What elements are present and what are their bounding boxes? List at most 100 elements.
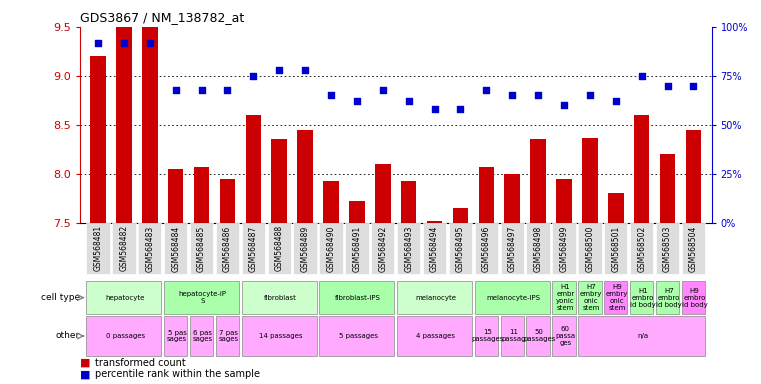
Bar bbox=[453, 208, 468, 223]
Point bbox=[454, 106, 466, 112]
FancyBboxPatch shape bbox=[501, 223, 524, 274]
Bar bbox=[194, 167, 209, 223]
FancyBboxPatch shape bbox=[397, 281, 472, 314]
Text: GSM568503: GSM568503 bbox=[663, 225, 672, 272]
Text: GSM568504: GSM568504 bbox=[689, 225, 698, 272]
FancyBboxPatch shape bbox=[320, 223, 342, 274]
Text: 14 passages: 14 passages bbox=[259, 333, 302, 339]
Text: fibroblast-IPS: fibroblast-IPS bbox=[336, 295, 381, 301]
Text: GSM568486: GSM568486 bbox=[223, 225, 232, 271]
Bar bbox=[608, 194, 623, 223]
Point bbox=[428, 106, 441, 112]
Point bbox=[196, 86, 208, 93]
Text: GDS3867 / NM_138782_at: GDS3867 / NM_138782_at bbox=[80, 11, 244, 24]
FancyBboxPatch shape bbox=[371, 223, 394, 274]
Point bbox=[144, 40, 156, 46]
Text: GSM568483: GSM568483 bbox=[145, 225, 154, 271]
FancyBboxPatch shape bbox=[268, 223, 291, 274]
FancyBboxPatch shape bbox=[630, 223, 653, 274]
Bar bbox=[91, 56, 106, 223]
FancyBboxPatch shape bbox=[578, 316, 705, 356]
Point bbox=[661, 83, 673, 89]
Text: H9
embry
onic
stem: H9 embry onic stem bbox=[606, 284, 629, 311]
Text: cell type: cell type bbox=[41, 293, 80, 302]
Bar bbox=[401, 180, 416, 223]
FancyBboxPatch shape bbox=[216, 316, 239, 356]
Text: 11
passag: 11 passag bbox=[501, 329, 526, 343]
FancyBboxPatch shape bbox=[475, 316, 498, 356]
Bar bbox=[582, 137, 597, 223]
Text: GSM568502: GSM568502 bbox=[637, 225, 646, 271]
Bar bbox=[634, 115, 649, 223]
FancyBboxPatch shape bbox=[190, 223, 213, 274]
Text: GSM568501: GSM568501 bbox=[611, 225, 620, 271]
FancyBboxPatch shape bbox=[164, 281, 239, 314]
FancyBboxPatch shape bbox=[87, 316, 161, 356]
FancyBboxPatch shape bbox=[604, 281, 627, 314]
FancyBboxPatch shape bbox=[294, 223, 317, 274]
Text: H1
embr
yonic
stem: H1 embr yonic stem bbox=[556, 284, 575, 311]
Bar bbox=[246, 115, 261, 223]
FancyBboxPatch shape bbox=[527, 223, 549, 274]
Text: 5 pas
sages: 5 pas sages bbox=[167, 329, 187, 343]
Bar bbox=[556, 179, 572, 223]
FancyBboxPatch shape bbox=[113, 223, 135, 274]
Text: GSM568490: GSM568490 bbox=[326, 225, 336, 272]
FancyBboxPatch shape bbox=[139, 223, 161, 274]
Bar bbox=[660, 154, 675, 223]
FancyBboxPatch shape bbox=[397, 223, 420, 274]
FancyBboxPatch shape bbox=[527, 316, 549, 356]
Text: GSM568499: GSM568499 bbox=[559, 225, 568, 272]
Point bbox=[687, 83, 699, 89]
Text: GSM568497: GSM568497 bbox=[508, 225, 517, 272]
FancyBboxPatch shape bbox=[475, 281, 549, 314]
Text: GSM568500: GSM568500 bbox=[585, 225, 594, 272]
Bar bbox=[142, 27, 158, 223]
FancyBboxPatch shape bbox=[216, 223, 239, 274]
FancyBboxPatch shape bbox=[190, 316, 213, 356]
Text: fibroblast: fibroblast bbox=[264, 295, 297, 301]
Point bbox=[221, 86, 234, 93]
Text: percentile rank within the sample: percentile rank within the sample bbox=[95, 369, 260, 379]
Text: GSM568488: GSM568488 bbox=[275, 225, 284, 271]
FancyBboxPatch shape bbox=[320, 316, 394, 356]
Text: transformed count: transformed count bbox=[95, 358, 186, 368]
Point bbox=[351, 98, 363, 104]
Bar bbox=[427, 221, 442, 223]
Text: GSM568481: GSM568481 bbox=[94, 225, 103, 271]
FancyBboxPatch shape bbox=[87, 223, 110, 274]
Bar bbox=[530, 139, 546, 223]
FancyBboxPatch shape bbox=[552, 223, 575, 274]
Text: GSM568495: GSM568495 bbox=[456, 225, 465, 272]
Point bbox=[170, 86, 182, 93]
Bar bbox=[686, 130, 701, 223]
Point bbox=[325, 92, 337, 98]
Text: 60
passa
ges: 60 passa ges bbox=[556, 326, 575, 346]
Text: hepatocyte: hepatocyte bbox=[106, 295, 145, 301]
FancyBboxPatch shape bbox=[552, 281, 575, 314]
Text: 15
passages: 15 passages bbox=[471, 329, 504, 343]
Text: melanocyte: melanocyte bbox=[416, 295, 457, 301]
Text: GSM568484: GSM568484 bbox=[171, 225, 180, 271]
Bar bbox=[220, 179, 235, 223]
FancyBboxPatch shape bbox=[578, 223, 601, 274]
Text: GSM568496: GSM568496 bbox=[482, 225, 491, 272]
Text: 5 passages: 5 passages bbox=[339, 333, 377, 339]
FancyBboxPatch shape bbox=[423, 223, 446, 274]
Point bbox=[118, 40, 130, 46]
FancyBboxPatch shape bbox=[604, 223, 627, 274]
FancyBboxPatch shape bbox=[578, 281, 601, 314]
Bar bbox=[349, 201, 365, 223]
Text: 7 pas
sages: 7 pas sages bbox=[218, 329, 239, 343]
Point bbox=[92, 40, 104, 46]
Text: GSM568492: GSM568492 bbox=[378, 225, 387, 271]
Point bbox=[273, 67, 285, 73]
Text: H7
embry
onic
stem: H7 embry onic stem bbox=[580, 284, 603, 311]
Text: GSM568489: GSM568489 bbox=[301, 225, 310, 271]
Bar bbox=[298, 130, 313, 223]
FancyBboxPatch shape bbox=[242, 223, 265, 274]
FancyBboxPatch shape bbox=[682, 223, 705, 274]
Text: GSM568491: GSM568491 bbox=[352, 225, 361, 271]
Text: melanocyte-IPS: melanocyte-IPS bbox=[486, 295, 540, 301]
FancyBboxPatch shape bbox=[475, 223, 498, 274]
